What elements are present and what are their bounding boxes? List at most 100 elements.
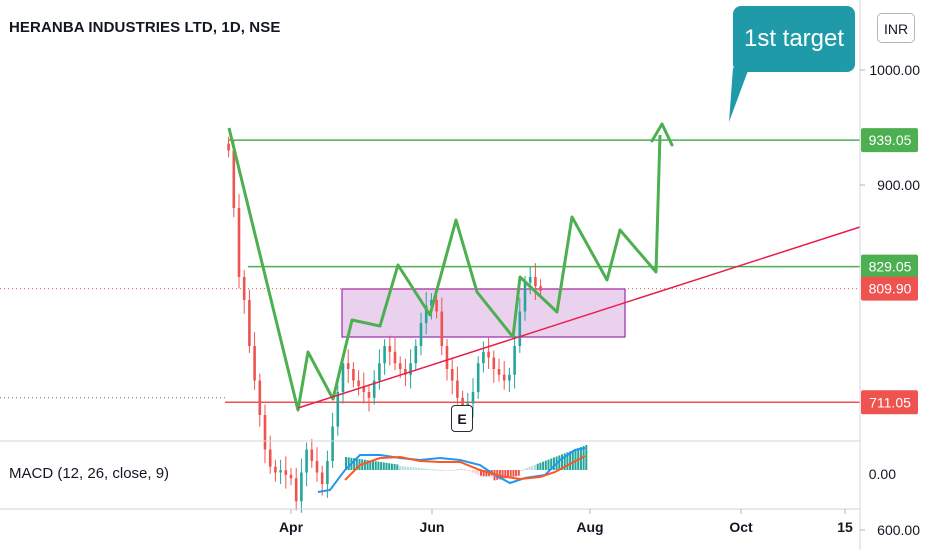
candle-body (346, 363, 350, 369)
candle-body (450, 369, 454, 381)
candle-body (419, 323, 423, 346)
candle-body (357, 380, 360, 387)
candle-body (248, 300, 251, 346)
candle-body (523, 282, 527, 312)
target-callout[interactable]: 1st target (733, 6, 855, 72)
candle-body (320, 472, 324, 484)
candle-body (445, 346, 449, 369)
macd-histogram-bar (523, 468, 526, 470)
macd-histogram-bar (569, 451, 572, 470)
candle-body (279, 470, 282, 473)
arrow-head-icon (650, 122, 674, 147)
macd-histogram-bar (415, 467, 418, 470)
candle-body (310, 449, 314, 461)
projection-path (227, 127, 662, 412)
macd-histogram-bar (561, 454, 563, 470)
macd-histogram-bar (455, 469, 458, 471)
price-label-bg (861, 276, 918, 301)
macd-histogram-bar (374, 461, 377, 470)
candle-body (404, 369, 407, 375)
macd-histogram-bar (534, 464, 536, 470)
macd-histogram-bar (399, 466, 401, 470)
time-tick-label: Aug (576, 519, 603, 535)
macd-histogram-bar (477, 470, 480, 475)
macd-pane (317, 445, 588, 493)
macd-histogram-bar (447, 470, 450, 471)
candle-body (227, 143, 230, 151)
candle-body (456, 380, 459, 398)
macd-histogram-bar (563, 453, 566, 470)
macd-histogram-bar (525, 467, 528, 470)
candle-body (393, 351, 397, 364)
drawing-lines (227, 122, 861, 412)
macd-histogram-bar (442, 470, 445, 471)
macd-histogram-bar (434, 469, 437, 471)
candle-body (388, 346, 392, 352)
macd-histogram-bar (431, 469, 434, 471)
candle-body (424, 305, 428, 323)
macd-histogram-bar (423, 468, 426, 470)
macd-histogram-bar (345, 457, 347, 470)
time-tick-label: 15 (837, 519, 853, 535)
macd-line (317, 447, 586, 493)
macd-histogram-bar (539, 462, 542, 470)
macd-histogram-bar (385, 462, 388, 470)
chart-title: HERANBA INDUSTRIES LTD, 1D, NSE (9, 19, 281, 36)
candle-body (253, 346, 256, 381)
macd-histogram-bar (380, 462, 383, 470)
macd-histogram-bar (363, 459, 366, 470)
macd-histogram-bar (420, 468, 423, 470)
candle-body (414, 346, 418, 364)
candle-body (513, 346, 516, 375)
currency-button[interactable]: INR (877, 13, 915, 43)
earnings-event-badge[interactable]: E (451, 405, 473, 432)
candle-body (263, 415, 267, 450)
candle-body (461, 397, 464, 410)
macd-histogram-bar (390, 463, 393, 470)
candle-body (367, 392, 371, 398)
price-tick-label: 900.00 (877, 177, 920, 193)
macd-histogram-bar (426, 468, 428, 470)
macd-histogram-bar (498, 470, 501, 480)
candle-body (487, 351, 490, 358)
candle-body (305, 449, 308, 473)
candle-body (435, 300, 438, 312)
candle-body (409, 363, 412, 375)
macd-histogram-bar (582, 446, 585, 470)
candle-body (315, 461, 319, 473)
macd-histogram-bar (536, 463, 539, 470)
macd-histogram-bar (585, 445, 588, 470)
candle-body (362, 386, 366, 392)
macd-histogram-bar (453, 469, 455, 471)
price-label-bg (861, 128, 918, 153)
macd-histogram-bar (480, 470, 482, 476)
candle-body (326, 461, 329, 484)
macd-histogram-bar (450, 470, 453, 472)
macd-histogram-bar (461, 468, 464, 470)
horizontal-levels (0, 139, 860, 404)
candle-body (237, 208, 241, 277)
candle-body (341, 363, 345, 392)
price-label-text: 711.05 (869, 394, 911, 410)
macd-histogram-bar (547, 459, 550, 470)
macd-histogram-bar (444, 470, 447, 471)
candle-body (232, 150, 236, 208)
macd-histogram-bar (401, 466, 404, 470)
macd-histogram-bar (393, 464, 396, 470)
candle-body (508, 374, 511, 381)
candle-body (476, 363, 480, 392)
candle-body (300, 472, 303, 502)
candle-body (534, 277, 537, 287)
macd-indicator-label[interactable]: MACD (12, 26, close, 9) (9, 465, 170, 482)
price-label-text: 939.05 (869, 132, 912, 148)
candle-body (372, 380, 376, 398)
candle-body (482, 351, 485, 364)
macd-histogram-bar (485, 470, 488, 477)
candle-body (518, 311, 522, 346)
macd-histogram-bar (404, 466, 407, 470)
macd-tick-label: 0.00 (869, 466, 896, 482)
macd-histogram-bar (366, 460, 369, 470)
macd-histogram-bar (515, 470, 518, 477)
